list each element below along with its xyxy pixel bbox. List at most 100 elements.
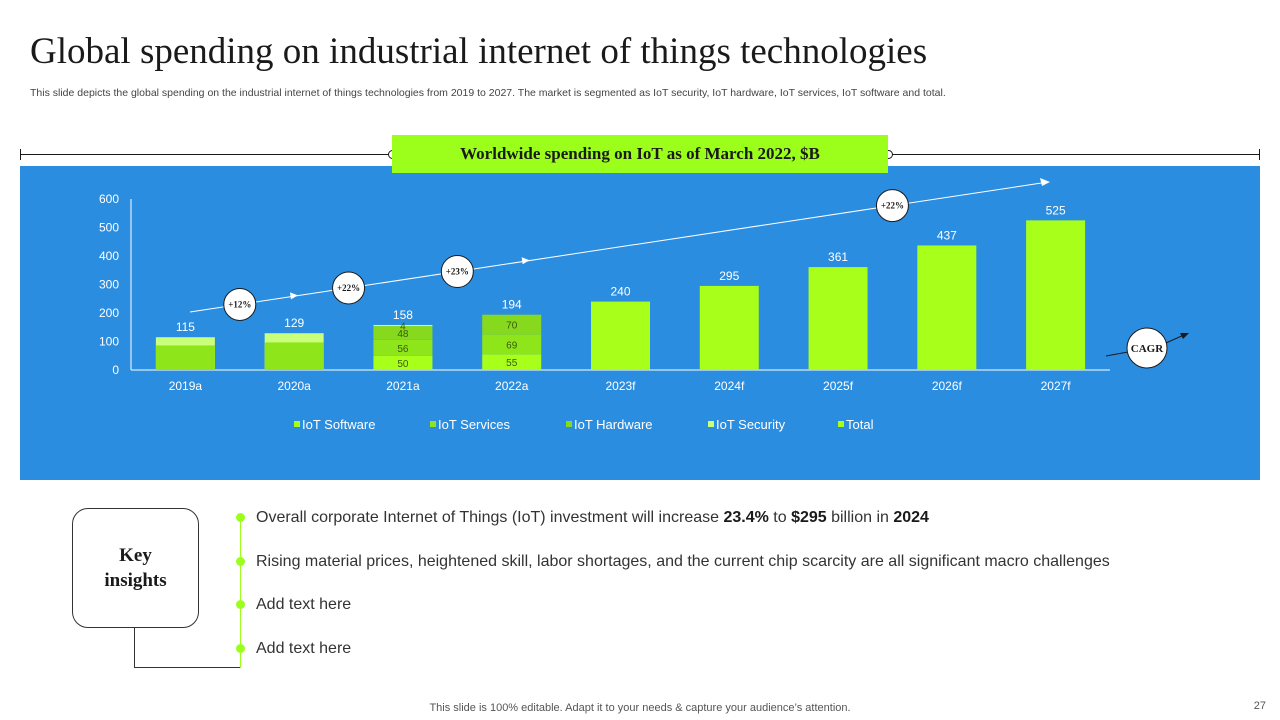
legend-swatch <box>430 421 436 427</box>
bar-total <box>699 285 759 370</box>
legend-swatch <box>838 421 844 427</box>
legend-label: Total <box>846 417 874 432</box>
insight-highlight: 23.4% <box>723 509 769 526</box>
insight-highlight: 2024 <box>893 509 929 526</box>
y-tick-label: 0 <box>112 363 119 377</box>
bar-total-lower <box>264 342 324 370</box>
bar-segment-iot-hardware <box>482 314 542 335</box>
insight-highlight: $295 <box>791 509 827 526</box>
cagr-circle <box>1126 327 1168 369</box>
y-tick-label: 200 <box>99 306 119 320</box>
insight-bullet <box>236 644 245 653</box>
y-tick-label: 600 <box>99 192 119 206</box>
bar-segment-iot-services <box>373 339 433 356</box>
insight-text: Add text here <box>256 640 351 658</box>
insight-text: Overall corporate Internet of Things (Io… <box>256 509 929 527</box>
bar-total-label: 129 <box>284 316 304 330</box>
insight-bullet <box>236 513 245 522</box>
bar-total-label: 295 <box>719 269 739 283</box>
cagr-arrowhead <box>1180 333 1189 339</box>
x-tick-label: 2019a <box>169 379 203 393</box>
banner-rule-left <box>20 154 392 155</box>
growth-rate-label: +12% <box>228 299 251 309</box>
bar-segment-iot-services <box>482 334 542 355</box>
trend-mid-arrow <box>289 292 298 300</box>
x-tick-label: 2027f <box>1041 379 1072 393</box>
legend-label: IoT Services <box>438 417 511 432</box>
connector-vertical <box>134 628 135 668</box>
bar-total-label: 361 <box>828 250 848 264</box>
insight-text-part: to <box>768 509 792 526</box>
bar-total-label: 240 <box>610 285 630 299</box>
legend-label: IoT Security <box>716 417 786 432</box>
insight-text: Rising material prices, heightened skill… <box>256 553 1110 571</box>
segment-value-label: 56 <box>397 344 409 355</box>
bar-total <box>808 267 868 370</box>
iot-spending-chart: 0 100 200 300 400 500 600 115 2019a 129 2020a 158 20… <box>99 178 1189 432</box>
insights-timeline-line <box>240 518 241 668</box>
bar-total <box>591 301 650 370</box>
page-number: 27 <box>1253 700 1266 712</box>
cagr-arrow-in <box>1105 351 1129 357</box>
key-insights-box: Key insights <box>72 508 199 628</box>
growth-rate-label: +22% <box>337 283 360 293</box>
slide-subtitle: This slide depicts the global spending o… <box>30 87 946 99</box>
bar-total-label: 194 <box>502 298 522 312</box>
key-insights-label-line2: insights <box>104 570 167 591</box>
slide-footer: This slide is 100% editable. Adapt it to… <box>429 702 851 714</box>
x-tick-label: 2025f <box>823 379 854 393</box>
legend-swatch <box>566 421 572 427</box>
insight-text-part: Overall corporate Internet of Things (Io… <box>256 509 724 526</box>
bar-total-label: 437 <box>937 228 957 242</box>
x-tick-label: 2022a <box>495 379 529 393</box>
segment-value-label: 50 <box>397 359 409 370</box>
insight-text-part: Rising material prices, heightened skill… <box>256 553 1110 570</box>
x-tick-label: 2026f <box>932 379 963 393</box>
bar-total <box>1026 220 1086 370</box>
segment-value-label: 48 <box>397 329 409 340</box>
segment-value-label: 69 <box>506 340 518 351</box>
segment-value-label: 55 <box>506 358 518 369</box>
bar-segment-iot-software <box>373 355 433 370</box>
banner-rule-right <box>888 154 1260 155</box>
growth-trend-arrowhead <box>1040 178 1050 186</box>
connector-horizontal <box>134 667 241 668</box>
insight-text-part: billion in <box>826 509 894 526</box>
insight-text-part: Add text here <box>256 640 352 657</box>
insight-text-part: Add text here <box>256 596 352 613</box>
slide-title: Global spending on industrial internet o… <box>30 31 928 72</box>
growth-rate-circle <box>223 287 257 321</box>
bar-total-label: 115 <box>176 320 195 334</box>
y-tick-label: 400 <box>99 249 119 263</box>
bar-total-label: 525 <box>1046 203 1066 217</box>
y-tick-label: 100 <box>99 335 119 349</box>
growth-rate-circle <box>440 254 474 288</box>
insight-bullet <box>236 600 245 609</box>
rule-end-right <box>1259 149 1260 160</box>
growth-rate-circle <box>875 189 909 223</box>
growth-rate-circle <box>332 271 366 305</box>
bar-total <box>917 245 977 370</box>
bar-segment-iot-security <box>373 324 433 327</box>
x-tick-label: 2021a <box>386 379 420 393</box>
x-tick-label: 2020a <box>277 379 311 393</box>
segment-value-label: 70 <box>506 321 518 332</box>
legend-label: IoT Hardware <box>574 417 653 432</box>
growth-rate-label: +22% <box>881 201 904 211</box>
bar-total-label: 158 <box>393 308 413 322</box>
legend-label: IoT Software <box>302 417 375 432</box>
bar-total-lower <box>155 345 215 370</box>
cagr-label: CAGR <box>1131 343 1164 355</box>
x-tick-label: 2024f <box>714 379 745 393</box>
rule-end-left <box>20 149 21 160</box>
y-tick-label: 300 <box>99 278 119 292</box>
legend-swatch <box>708 421 714 427</box>
legend-swatch <box>294 421 300 427</box>
bar-segment-iot-hardware <box>373 326 433 340</box>
x-tick-label: 2023f <box>605 379 636 393</box>
y-tick-label: 500 <box>99 221 119 235</box>
insight-bullet <box>236 557 245 566</box>
insight-text: Add text here <box>256 596 351 614</box>
trend-mid-arrow <box>521 257 530 265</box>
segment-value-label: 4 <box>400 322 406 333</box>
